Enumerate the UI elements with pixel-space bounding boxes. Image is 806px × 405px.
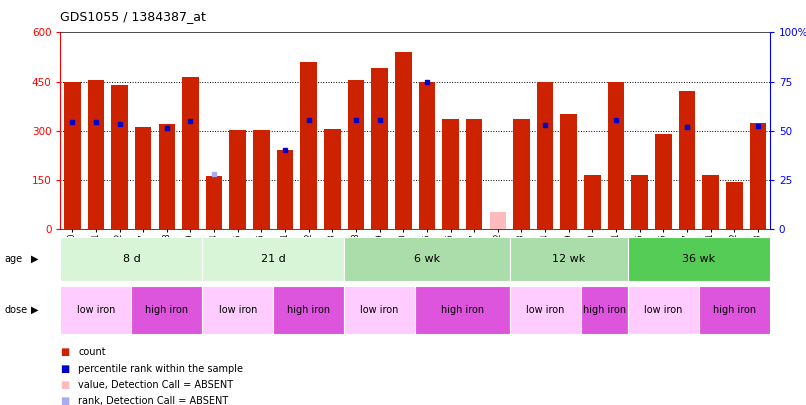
Bar: [182, 77, 199, 229]
Bar: [347, 80, 364, 229]
Text: ▶: ▶: [31, 305, 38, 315]
Bar: [580, 286, 628, 334]
Text: ■: ■: [60, 347, 69, 357]
Bar: [726, 182, 742, 229]
Text: ■: ■: [60, 364, 69, 373]
Text: value, Detection Call = ABSENT: value, Detection Call = ABSENT: [78, 380, 233, 390]
Bar: [631, 175, 648, 229]
Text: 12 wk: 12 wk: [552, 254, 585, 264]
Bar: [584, 175, 600, 229]
Text: low iron: low iron: [644, 305, 683, 315]
Bar: [466, 119, 483, 229]
Bar: [509, 237, 628, 281]
Bar: [679, 92, 696, 229]
Bar: [64, 83, 81, 229]
Bar: [344, 286, 415, 334]
Bar: [273, 286, 344, 334]
Bar: [206, 177, 222, 229]
Text: low iron: low iron: [526, 305, 564, 315]
Bar: [202, 286, 273, 334]
Text: age: age: [4, 254, 22, 264]
Bar: [88, 80, 104, 229]
Bar: [489, 213, 506, 229]
Bar: [131, 286, 202, 334]
Bar: [135, 127, 152, 229]
Text: 8 d: 8 d: [123, 254, 140, 264]
Bar: [111, 85, 128, 229]
Bar: [702, 175, 719, 229]
Text: ■: ■: [60, 396, 69, 405]
Text: low iron: low iron: [218, 305, 257, 315]
Bar: [699, 286, 770, 334]
Bar: [628, 237, 770, 281]
Text: 36 wk: 36 wk: [682, 254, 716, 264]
Bar: [509, 286, 580, 334]
Text: high iron: high iron: [441, 305, 484, 315]
Bar: [513, 119, 530, 229]
Text: ▶: ▶: [31, 254, 38, 264]
Bar: [159, 124, 175, 229]
Bar: [60, 237, 202, 281]
Bar: [750, 124, 767, 229]
Bar: [60, 286, 131, 334]
Bar: [628, 286, 699, 334]
Text: low iron: low iron: [77, 305, 115, 315]
Bar: [608, 83, 625, 229]
Bar: [301, 62, 317, 229]
Bar: [395, 52, 412, 229]
Text: high iron: high iron: [583, 305, 625, 315]
Text: high iron: high iron: [287, 305, 330, 315]
Text: high iron: high iron: [145, 305, 189, 315]
Text: percentile rank within the sample: percentile rank within the sample: [78, 364, 243, 373]
Text: rank, Detection Call = ABSENT: rank, Detection Call = ABSENT: [78, 396, 228, 405]
Text: dose: dose: [4, 305, 27, 315]
Bar: [415, 286, 509, 334]
Bar: [324, 129, 341, 229]
Text: count: count: [78, 347, 106, 357]
Text: high iron: high iron: [713, 305, 756, 315]
Bar: [230, 130, 246, 229]
Bar: [560, 114, 577, 229]
Bar: [372, 68, 388, 229]
Text: GDS1055 / 1384387_at: GDS1055 / 1384387_at: [60, 10, 206, 23]
Bar: [655, 134, 671, 229]
Text: 6 wk: 6 wk: [413, 254, 440, 264]
Bar: [202, 237, 344, 281]
Bar: [442, 119, 459, 229]
Bar: [418, 83, 435, 229]
Bar: [537, 83, 554, 229]
Bar: [276, 150, 293, 229]
Bar: [253, 130, 270, 229]
Bar: [344, 237, 509, 281]
Text: low iron: low iron: [360, 305, 399, 315]
Text: 21 d: 21 d: [261, 254, 285, 264]
Text: ■: ■: [60, 380, 69, 390]
